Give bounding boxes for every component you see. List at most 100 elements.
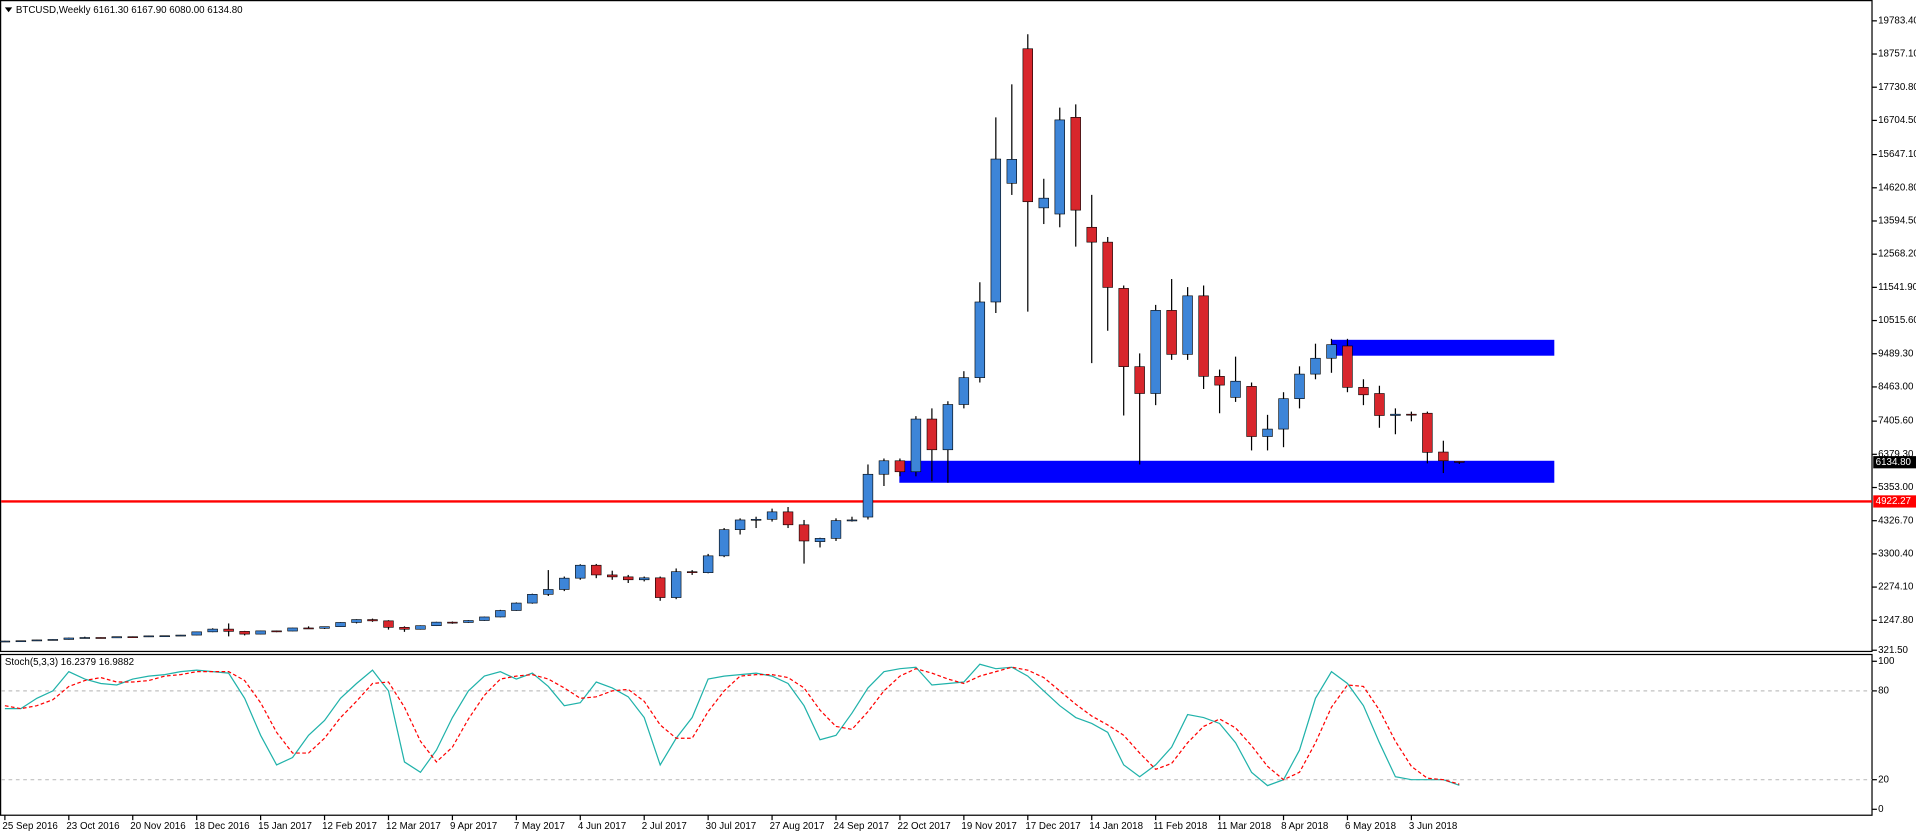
candle-body	[910, 418, 922, 473]
candle-body	[255, 630, 266, 635]
candle-body	[1342, 345, 1353, 388]
candle-body	[367, 619, 378, 622]
candle-body	[1358, 387, 1369, 396]
candle-body	[1054, 119, 1065, 215]
candle-body	[798, 524, 810, 542]
x-tick-label: 19 Nov 2017	[961, 821, 1016, 832]
x-tick-label: 11 Mar 2018	[1217, 821, 1271, 832]
y-tick-label: 10515.60	[1878, 315, 1916, 326]
x-tick-label: 12 Mar 2017	[386, 821, 441, 832]
candle-body	[1438, 451, 1449, 462]
candle-body	[1086, 226, 1097, 243]
x-tick-label: 17 Dec 2017	[1025, 821, 1080, 832]
candle-body	[1022, 48, 1033, 203]
candle-body	[1214, 376, 1225, 386]
x-tick-label: 23 Oct 2016	[66, 821, 119, 832]
indicator-title: Stoch(5,3,3) 16.2379 16.9882	[5, 657, 134, 668]
candle-body	[271, 630, 282, 633]
candle-body	[143, 635, 154, 638]
y-tick-label: 5353.00	[1878, 482, 1914, 493]
candle-body	[463, 620, 474, 623]
x-tick-label: 22 Oct 2017	[897, 821, 950, 832]
candle-body	[479, 616, 490, 621]
candle-body	[1422, 412, 1433, 453]
candle-body	[686, 571, 698, 573]
candle-body	[830, 520, 842, 539]
candle-body	[974, 301, 986, 378]
y-tick-label: 14620.80	[1878, 182, 1916, 193]
candle-body	[654, 577, 666, 598]
stoch-panel	[0, 653, 1873, 816]
candle-body	[111, 636, 122, 639]
candle-body	[607, 574, 618, 578]
line-price-box	[1873, 495, 1916, 508]
y-tick-label: 321.50	[1878, 645, 1908, 656]
candle-body	[1310, 357, 1321, 375]
x-tick-label: 2 Jul 2017	[642, 821, 687, 832]
x-tick-label: 11 Feb 2018	[1153, 821, 1207, 832]
candle-body	[159, 635, 170, 638]
x-tick-label: 8 Apr 2018	[1281, 821, 1328, 832]
x-tick-label: 7 May 2017	[514, 821, 565, 832]
candle-body	[1262, 428, 1273, 437]
y-tick-label: 12568.20	[1878, 249, 1916, 260]
y-tick-label: 18757.10	[1878, 49, 1916, 60]
price-label: 6134.80	[1876, 457, 1912, 468]
price-box	[1873, 456, 1916, 469]
candle-body	[1150, 310, 1161, 394]
x-tick-label: 15 Jan 2017	[258, 821, 312, 832]
y-tick-label: 15647.10	[1878, 149, 1916, 160]
candle-body	[223, 628, 234, 632]
candle-body	[878, 460, 890, 475]
menu-arrow[interactable]	[4, 7, 13, 13]
candle-body	[1454, 461, 1465, 463]
y-tick-label: 17730.80	[1878, 82, 1916, 93]
y-tick-label: 16704.50	[1878, 115, 1916, 126]
candle-body	[543, 589, 554, 595]
y-tick-label: 7405.60	[1878, 416, 1914, 427]
candle-body	[63, 637, 75, 640]
candle-body	[1374, 393, 1385, 416]
x-tick-label: 6 May 2018	[1345, 821, 1396, 832]
candle-body	[447, 621, 458, 624]
candle-body	[1182, 295, 1193, 355]
candle-body	[47, 639, 59, 641]
y-tick-label: 80	[1878, 685, 1889, 696]
y-tick-label: 8463.00	[1878, 382, 1914, 393]
x-tick-label: 30 Jul 2017	[706, 821, 756, 832]
candle-body	[575, 564, 586, 579]
candle-body	[1278, 398, 1289, 430]
candle-body	[1134, 366, 1145, 394]
line-price-label: 4922.27	[1876, 496, 1911, 507]
x-tick-label: 24 Sep 2017	[834, 821, 889, 832]
candle-body	[335, 622, 346, 627]
candle-body	[207, 628, 218, 633]
zone	[899, 460, 1555, 483]
candle-body	[511, 602, 522, 611]
candle-body	[399, 627, 410, 630]
candle-body	[1294, 373, 1305, 399]
stoch-line	[4, 666, 1460, 785]
x-tick-label: 18 Dec 2016	[194, 821, 249, 832]
candle-body	[351, 619, 362, 623]
candle-body	[1326, 344, 1337, 359]
candle-body	[415, 625, 426, 630]
chart-title: BTCUSD,Weekly 6161.30 6167.90 6080.00 61…	[16, 5, 243, 16]
candle-body	[527, 594, 538, 604]
candle-body	[1230, 380, 1241, 398]
candle-body	[750, 518, 762, 521]
y-tick-label: 19783.40	[1878, 15, 1916, 26]
candle-body	[623, 576, 634, 581]
candle-body	[862, 473, 874, 518]
candle-body	[894, 460, 906, 473]
x-tick-label: 12 Feb 2017	[322, 821, 377, 832]
candle-body	[559, 577, 570, 590]
y-tick-label: 1247.80	[1878, 615, 1914, 626]
candle-body	[1038, 197, 1049, 209]
candle-body	[239, 631, 250, 635]
candle-body	[431, 621, 442, 627]
candle-body	[127, 636, 138, 638]
candle-body	[1102, 241, 1113, 288]
candle-body	[1406, 413, 1417, 416]
